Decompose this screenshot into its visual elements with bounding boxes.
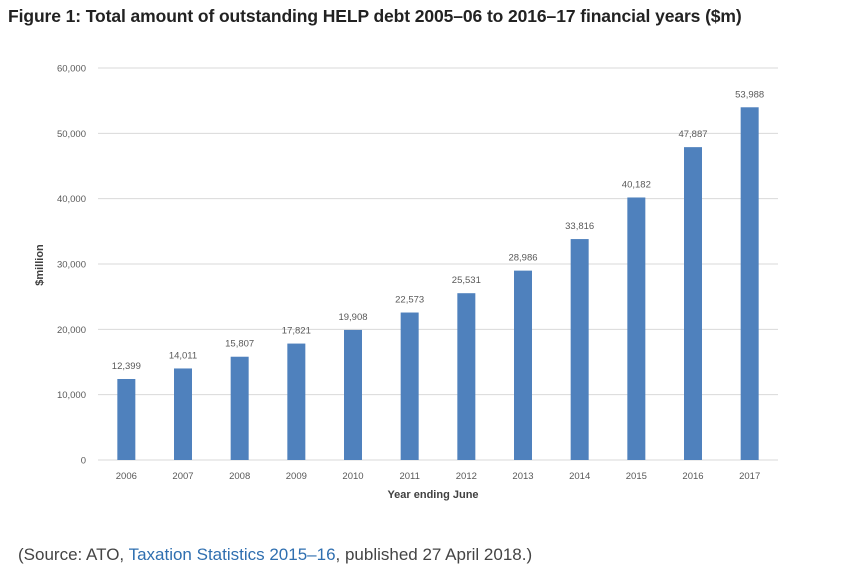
data-label: 12,399 [112, 361, 141, 372]
source-prefix: (Source: ATO, [18, 545, 129, 564]
x-tick-label: 2009 [286, 471, 307, 482]
bar-2008 [230, 356, 249, 460]
y-tick-label: 30,000 [57, 260, 86, 271]
bar-2010 [344, 329, 362, 460]
y-tick-label: 10,000 [57, 390, 86, 401]
x-tick-label: 2008 [229, 471, 250, 482]
data-label: 40,182 [622, 179, 651, 190]
source-link[interactable]: Taxation Statistics 2015–16 [128, 545, 336, 564]
x-tick-label: 2016 [682, 471, 703, 482]
data-label: 15,807 [225, 339, 254, 350]
x-tick-label: 2012 [456, 471, 477, 482]
bar-2009 [287, 343, 306, 460]
bar-chart: 0 10,000 20,000 30,000 40,000 50,000 60,000 12… [20, 48, 800, 518]
x-tick-label: 2007 [172, 471, 193, 482]
gridlines [98, 67, 778, 461]
data-label: 19,908 [338, 312, 367, 323]
x-tick-label: 2017 [739, 471, 760, 482]
data-label: 33,816 [565, 221, 594, 232]
data-label: 22,573 [395, 295, 424, 306]
x-tick-label: 2010 [342, 471, 363, 482]
y-tick-label: 50,000 [57, 129, 86, 140]
bar-2012 [457, 293, 476, 460]
y-tick-label: 0 [81, 456, 86, 467]
x-tick-label: 2011 [399, 471, 419, 482]
bar-2015 [627, 197, 646, 460]
bar-2007 [174, 368, 192, 460]
y-tick-label: 60,000 [57, 64, 86, 75]
figure-title: Figure 1: Total amount of outstanding HE… [8, 6, 742, 26]
y-tick-label: 20,000 [57, 325, 86, 336]
y-tick-label: 40,000 [57, 194, 86, 205]
data-label: 14,011 [169, 350, 197, 361]
x-axis-ticks: 2006 2007 2008 2009 2010 2011 2012 2013 2014 2015… [116, 471, 760, 482]
data-label: 17,821 [282, 326, 311, 337]
bar-2013 [514, 270, 532, 460]
bar-2017 [740, 107, 759, 461]
data-label: 47,887 [678, 129, 707, 140]
y-axis-ticks: 0 10,000 20,000 30,000 40,000 50,000 60,000 [57, 64, 86, 467]
source-suffix: , published 27 April 2018.) [335, 545, 533, 564]
x-tick-label: 2015 [626, 471, 647, 482]
data-labels: 12,399 14,011 15,807 17,821 19,908 22,573 25,5… [112, 89, 764, 372]
bars [117, 107, 759, 461]
bar-2016 [684, 147, 702, 460]
x-axis-title: Year ending June [387, 489, 478, 501]
y-axis-title: $million [34, 244, 46, 286]
bar-2011 [400, 312, 419, 460]
data-label: 28,986 [508, 253, 537, 264]
bar-2014 [570, 239, 589, 460]
x-tick-label: 2013 [512, 471, 533, 482]
data-label: 53,988 [735, 89, 764, 100]
source-note: (Source: ATO, Taxation Statistics 2015–1… [18, 545, 532, 565]
x-tick-label: 2006 [116, 471, 137, 482]
bar-2006 [117, 378, 136, 460]
chart-svg: 0 10,000 20,000 30,000 40,000 50,000 60,000 12… [34, 64, 778, 501]
x-tick-label: 2014 [569, 471, 590, 482]
data-label: 25,531 [452, 275, 481, 286]
